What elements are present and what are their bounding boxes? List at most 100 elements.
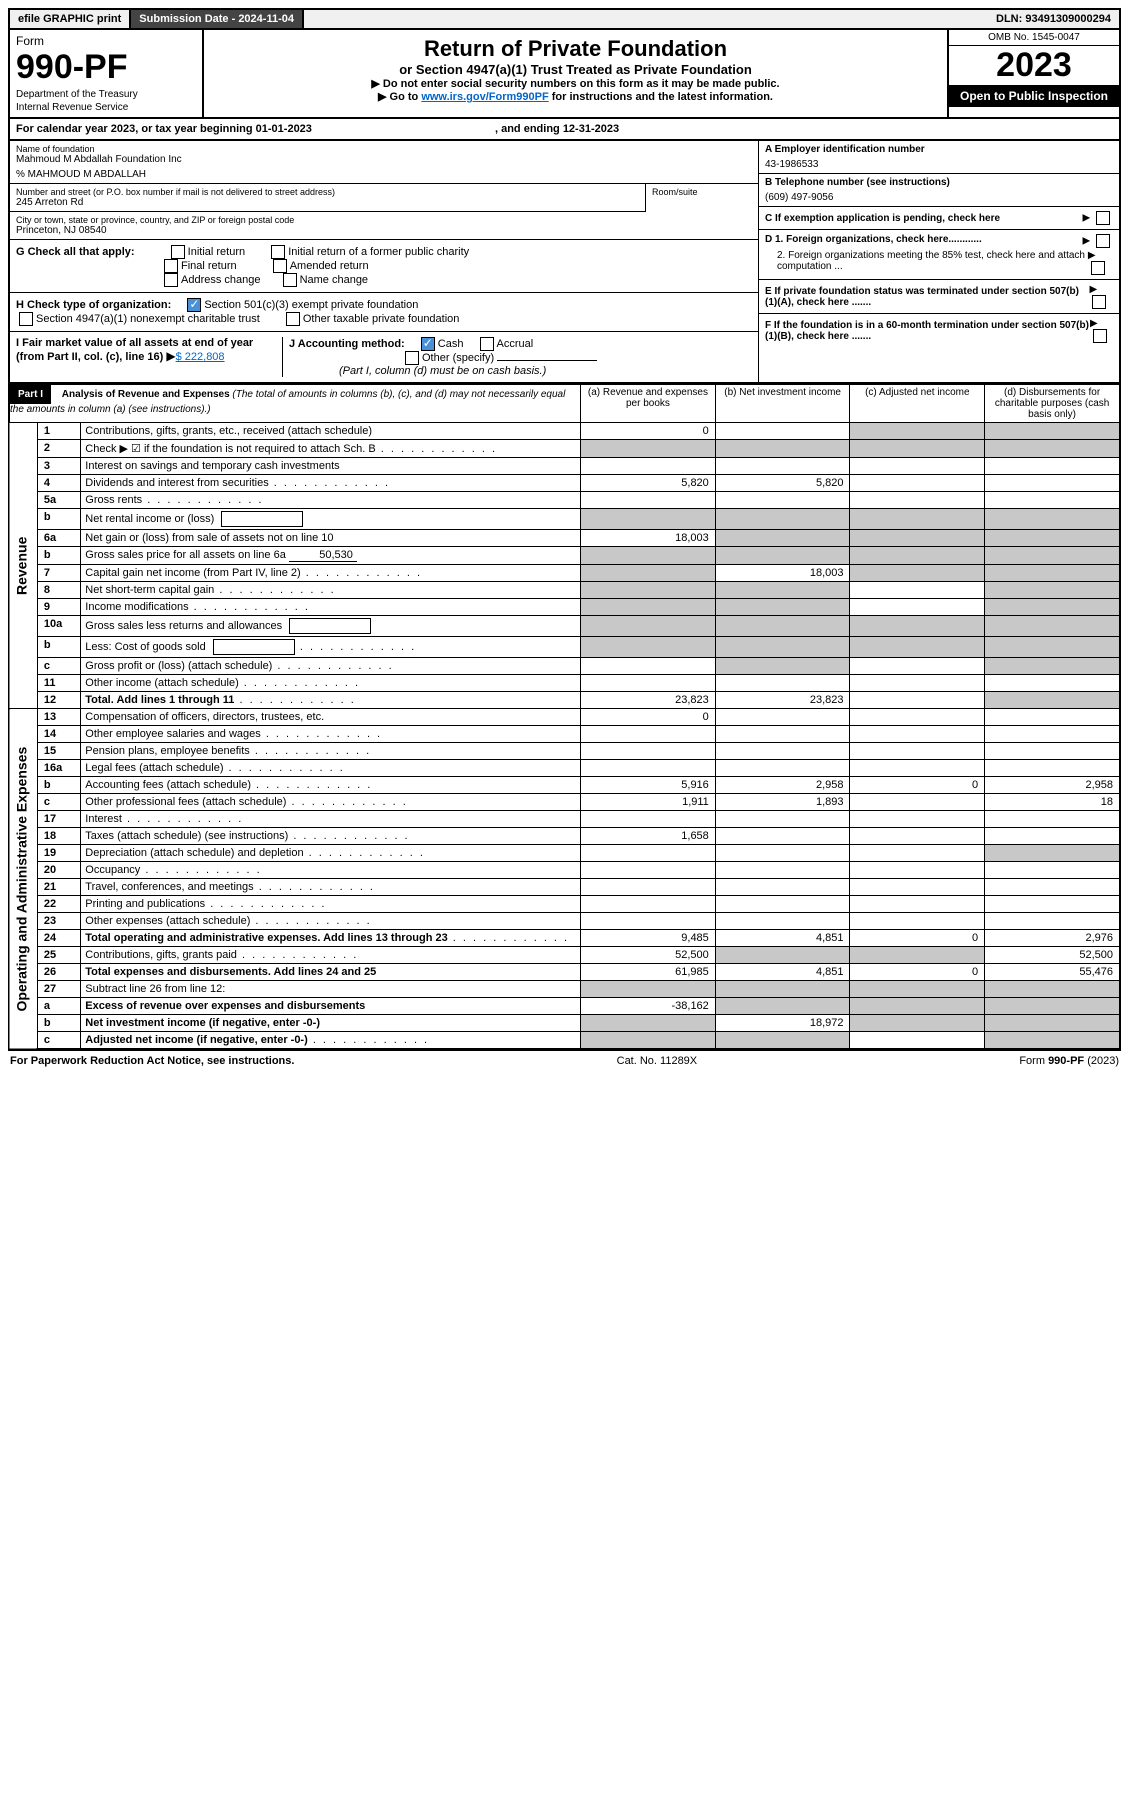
checkbox-address-change[interactable] — [164, 273, 178, 287]
checkbox-cash[interactable] — [421, 337, 435, 351]
table-row: 6aNet gain or (loss) from sale of assets… — [9, 530, 1120, 547]
amount-cell: -38,162 — [581, 998, 716, 1015]
footer-right: Form 990-PF (2023) — [1019, 1055, 1119, 1067]
amount-cell: 9,485 — [581, 930, 716, 947]
amount-cell — [985, 509, 1120, 530]
checkbox-4947a1[interactable] — [19, 312, 33, 326]
f-box: F If the foundation is in a 60-month ter… — [759, 314, 1119, 347]
table-row: 15Pension plans, employee benefits — [9, 743, 1120, 760]
amount-cell — [715, 423, 850, 440]
name-label: Name of foundation — [16, 144, 752, 154]
amount-cell — [985, 440, 1120, 458]
checkbox-other-taxable[interactable] — [286, 312, 300, 326]
amount-cell — [715, 616, 850, 637]
instr-1: ▶ Do not enter social security numbers o… — [214, 77, 937, 90]
table-row: 19Depreciation (attach schedule) and dep… — [9, 845, 1120, 862]
j-label: J Accounting method: — [289, 338, 405, 350]
checkbox-f[interactable] — [1093, 329, 1107, 343]
amount-cell: 2,976 — [985, 930, 1120, 947]
section-i: I Fair market value of all assets at end… — [16, 337, 283, 377]
line-description: Compensation of officers, directors, tru… — [81, 709, 581, 726]
amount-cell — [985, 1015, 1120, 1032]
g-opt-4: Address change — [181, 274, 261, 286]
line-description: Net rental income or (loss) — [81, 509, 581, 530]
amount-cell — [850, 458, 985, 475]
amount-cell — [985, 616, 1120, 637]
amount-cell: 1,658 — [581, 828, 716, 845]
checkbox-accrual[interactable] — [480, 337, 494, 351]
col-b-header: (b) Net investment income — [715, 385, 850, 423]
side-label-revenue: Revenue — [9, 423, 37, 709]
checkbox-501c3[interactable] — [187, 298, 201, 312]
table-row: 5aGross rents — [9, 492, 1120, 509]
amount-cell — [850, 582, 985, 599]
irs: Internal Revenue Service — [16, 102, 196, 113]
g-opt-0: Initial return — [188, 246, 245, 258]
line-number: b — [37, 547, 80, 565]
table-row: Revenue1Contributions, gifts, grants, et… — [9, 423, 1120, 440]
amount-cell — [581, 726, 716, 743]
amount-cell: 5,916 — [581, 777, 716, 794]
amount-cell — [850, 726, 985, 743]
amount-cell — [581, 1015, 716, 1032]
amount-cell — [985, 862, 1120, 879]
info-left: Name of foundation Mahmoud M Abdallah Fo… — [10, 141, 758, 382]
line-number: 13 — [37, 709, 80, 726]
amount-cell: 18,003 — [715, 565, 850, 582]
amount-cell — [850, 509, 985, 530]
top-bar: efile GRAPHIC print Submission Date - 20… — [8, 8, 1121, 30]
line-number: 23 — [37, 913, 80, 930]
footer-left: For Paperwork Reduction Act Notice, see … — [10, 1055, 294, 1067]
checkbox-initial-former[interactable] — [271, 245, 285, 259]
line-description: Total operating and administrative expen… — [81, 930, 581, 947]
checkbox-c[interactable] — [1096, 211, 1110, 225]
line-number: 15 — [37, 743, 80, 760]
amount-cell — [985, 530, 1120, 547]
table-row: 20Occupancy — [9, 862, 1120, 879]
checkbox-e[interactable] — [1092, 295, 1106, 309]
checkbox-initial-return[interactable] — [171, 245, 185, 259]
amount-cell — [715, 599, 850, 616]
line-number: 9 — [37, 599, 80, 616]
table-row: 21Travel, conferences, and meetings — [9, 879, 1120, 896]
line-description: Less: Cost of goods sold — [81, 637, 581, 658]
line-description: Interest on savings and temporary cash i… — [81, 458, 581, 475]
side-label-expenses: Operating and Administrative Expenses — [9, 709, 37, 1050]
amount-cell — [715, 658, 850, 675]
j-opt-0: Cash — [438, 338, 464, 350]
instr-link[interactable]: www.irs.gov/Form990PF — [421, 91, 548, 103]
checkbox-name-change[interactable] — [283, 273, 297, 287]
ein-label: A Employer identification number — [765, 144, 1113, 155]
h-opt-2: Other taxable private foundation — [303, 313, 460, 325]
h-opt-0: Section 501(c)(3) exempt private foundat… — [204, 299, 418, 311]
part1-title: Analysis of Revenue and Expenses — [62, 389, 230, 400]
line-number: 1 — [37, 423, 80, 440]
efile-label: efile GRAPHIC print — [10, 10, 131, 28]
amount-cell — [985, 743, 1120, 760]
line-description: Dividends and interest from securities — [81, 475, 581, 492]
line-description: Depreciation (attach schedule) and deple… — [81, 845, 581, 862]
amount-cell — [985, 475, 1120, 492]
addr-label: Number and street (or P.O. box number if… — [16, 187, 639, 197]
amount-cell — [850, 475, 985, 492]
checkbox-d2[interactable] — [1091, 261, 1105, 275]
amount-cell — [715, 1032, 850, 1050]
amount-cell — [715, 998, 850, 1015]
g-opt-2: Final return — [181, 260, 237, 272]
amount-cell — [715, 726, 850, 743]
checkbox-final-return[interactable] — [164, 259, 178, 273]
amount-cell — [715, 947, 850, 964]
checkbox-other-method[interactable] — [405, 351, 419, 365]
amount-cell — [850, 423, 985, 440]
info-right: A Employer identification number 43-1986… — [758, 141, 1119, 382]
amount-cell: 2,958 — [985, 777, 1120, 794]
amount-cell — [850, 828, 985, 845]
g-label: G Check all that apply: — [16, 246, 135, 258]
table-row: 3Interest on savings and temporary cash … — [9, 458, 1120, 475]
checkbox-amended[interactable] — [273, 259, 287, 273]
line-description: Printing and publications — [81, 896, 581, 913]
checkbox-d1[interactable] — [1096, 234, 1110, 248]
j-note: (Part I, column (d) must be on cash basi… — [339, 365, 752, 377]
header-right: OMB No. 1545-0047 2023 Open to Public In… — [947, 30, 1119, 117]
submission-date: Submission Date - 2024-11-04 — [131, 10, 304, 28]
